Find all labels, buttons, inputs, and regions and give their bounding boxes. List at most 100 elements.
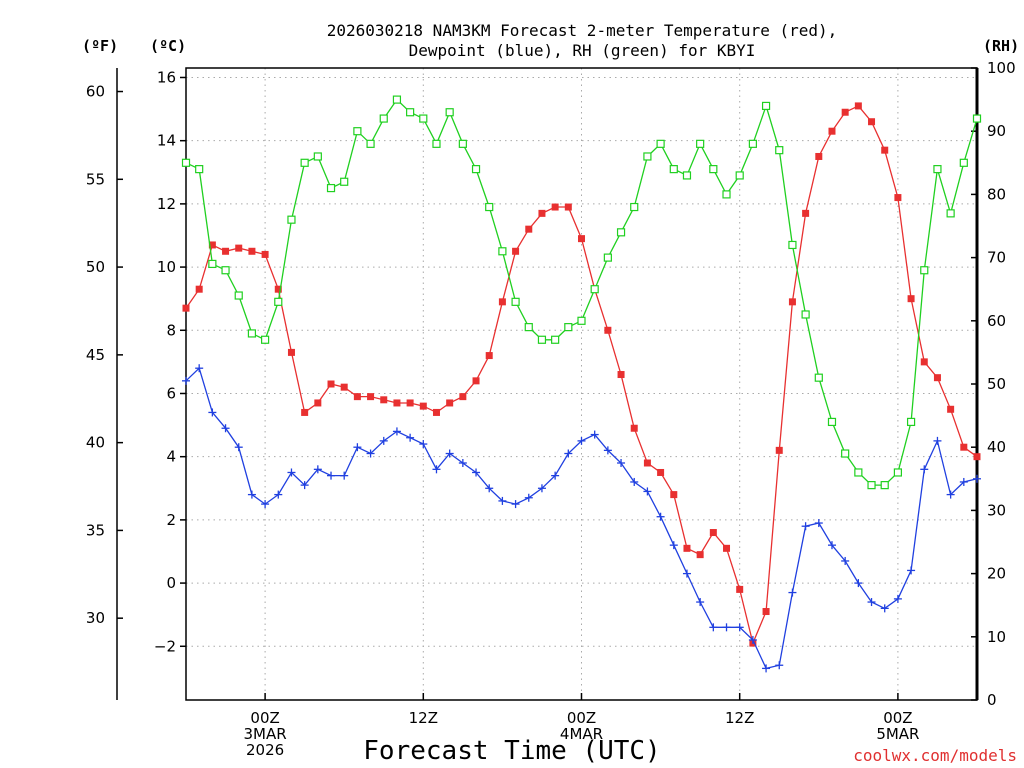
temperature-point — [775, 446, 783, 454]
dewpoint-point — [946, 490, 955, 499]
temperature-point — [235, 244, 243, 252]
rh-point — [696, 139, 705, 148]
rh-axis: 0 10 20 30 40 50 60 70 80 90 100 — [971, 59, 1016, 709]
rh-point — [445, 108, 454, 117]
dewpoint-point — [419, 440, 428, 449]
celsius-tick-label: 4 — [166, 448, 176, 466]
rh-point — [827, 417, 837, 427]
dewpoint-point — [617, 459, 626, 467]
dewpoint-point — [973, 474, 981, 483]
temperature-point — [538, 209, 546, 217]
temperature-point — [419, 402, 427, 410]
temperature-point — [406, 399, 414, 407]
temperature-point — [894, 194, 902, 202]
dewpoint-point — [511, 500, 520, 509]
temperature-point — [248, 247, 256, 255]
temperature-point — [973, 453, 981, 461]
dewpoint-point — [814, 519, 823, 528]
rh-point — [511, 297, 520, 306]
fahrenheit-tick-label: 40 — [86, 434, 105, 452]
rh-point — [392, 95, 402, 104]
temperature-point — [380, 396, 388, 404]
dewpoint-point — [313, 465, 322, 474]
dewpoint-point — [669, 541, 678, 550]
celsius-tick-label: 2 — [166, 511, 176, 529]
temperature-point — [327, 380, 335, 388]
x-tick-label: 4MAR — [560, 725, 603, 743]
celsius-axis: −2 0 2 4 6 8 10 12 14 16 — [154, 68, 186, 655]
rh-point — [208, 259, 217, 269]
chart-title-line2: Dewpoint (blue), RH (green) for KBYI — [409, 41, 756, 60]
rh-point — [867, 481, 876, 490]
temperature-point — [208, 241, 216, 249]
rh-point — [630, 202, 639, 212]
temperature-point — [274, 285, 282, 293]
temperature-point — [512, 247, 520, 255]
dewpoint-point — [261, 500, 270, 509]
x-tick-label: 3MAR — [244, 725, 287, 743]
celsius-tick-label: 0 — [166, 574, 176, 592]
dewpoint-point — [907, 566, 916, 575]
temperature-point — [353, 393, 361, 401]
temperature-point — [498, 298, 506, 306]
rh-point — [590, 285, 599, 294]
temperature-point — [841, 108, 849, 116]
temperature-point — [657, 468, 665, 476]
temperature-point — [868, 118, 876, 126]
temperature-point — [802, 209, 810, 217]
temperature-point — [564, 203, 572, 211]
temperature-point — [314, 399, 322, 407]
rh-point — [893, 468, 903, 477]
dewpoint-point — [327, 471, 336, 480]
rh-tick-label: 0 — [987, 691, 997, 709]
temperature-point — [446, 399, 454, 407]
temperature-point — [551, 203, 559, 211]
temperature-point — [287, 348, 295, 356]
fahrenheit-unit-label: (ºF) — [82, 37, 118, 55]
dewpoint-point — [867, 598, 876, 607]
temperature-point — [432, 408, 440, 416]
temperature-point — [340, 383, 348, 391]
rh-point — [722, 190, 731, 199]
rh-point — [603, 253, 612, 262]
rh-point — [313, 152, 322, 161]
x-tick-label: 12Z — [409, 709, 438, 727]
dewpoint-point — [458, 459, 467, 467]
rh-point — [959, 158, 968, 167]
celsius-unit-label: (ºC) — [150, 37, 186, 55]
rh-point — [564, 323, 573, 332]
dewpoint-point — [353, 443, 362, 452]
dewpoint-point — [959, 477, 968, 486]
fahrenheit-tick-label: 55 — [86, 170, 105, 188]
temperature-point — [301, 408, 309, 416]
dewpoint-point — [590, 430, 599, 439]
fahrenheit-tick-label: 30 — [86, 609, 105, 627]
dewpoint-point — [182, 376, 190, 385]
celsius-tick-label: 16 — [157, 68, 176, 86]
rh-point — [920, 266, 929, 275]
dewpoint-point — [762, 664, 771, 673]
temperature-point — [788, 298, 796, 306]
celsius-tick-label: 6 — [166, 384, 176, 402]
rh-point — [234, 291, 243, 300]
rh-point — [616, 228, 626, 237]
temperature-series-line — [185, 105, 978, 646]
dewpoint-point — [880, 604, 889, 613]
temperature-point — [525, 225, 533, 233]
dewpoint-point — [551, 471, 560, 480]
rh-point — [854, 468, 863, 477]
dewpoint-point — [392, 427, 401, 436]
rh-tick-label: 10 — [987, 628, 1006, 646]
rh-point — [300, 158, 309, 167]
rh-point — [379, 114, 388, 123]
dewpoint-point — [524, 493, 533, 502]
temperature-point — [881, 146, 889, 154]
temperature-point — [222, 247, 230, 255]
dewpoint-point — [577, 436, 586, 445]
dewpoint-point — [893, 594, 902, 603]
rh-tick-label: 100 — [987, 59, 1016, 77]
rh-point — [748, 139, 757, 148]
dewpoint-point — [406, 433, 415, 442]
rh-point — [946, 209, 955, 218]
